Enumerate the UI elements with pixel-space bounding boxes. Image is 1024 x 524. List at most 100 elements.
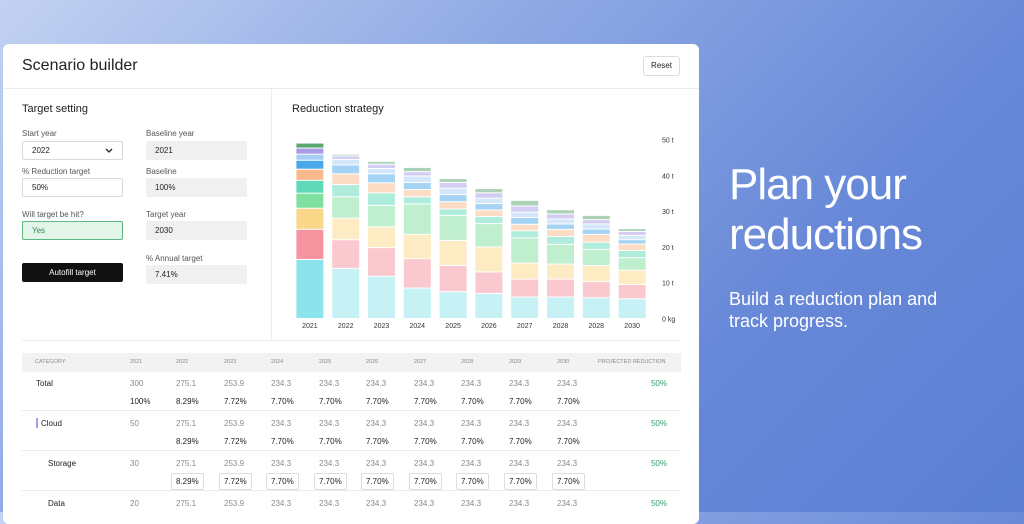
- column-header: 2025: [319, 359, 332, 365]
- column-header: PROJECTED REDUCTION: [598, 359, 666, 365]
- value-cell: 253.9: [224, 499, 245, 508]
- bar-segment: [439, 215, 467, 240]
- bar-segment: [439, 266, 467, 292]
- value-cell: 234.3: [509, 459, 530, 468]
- bar-segment: [439, 195, 467, 202]
- column-header: 2030: [557, 359, 570, 365]
- bar-segment: [296, 154, 324, 160]
- bar-segment: [547, 244, 574, 264]
- change-cell: 7.70%: [271, 397, 294, 406]
- value-cell: 234.3: [366, 419, 387, 428]
- bar-segment: [475, 216, 503, 224]
- bar-segment: [618, 232, 646, 235]
- change-cell: 7.70%: [319, 397, 342, 406]
- y-tick-label: 0 kg: [662, 317, 675, 324]
- bar-segment: [332, 268, 360, 318]
- bar-segment: [439, 209, 467, 215]
- value-cell: 234.3: [271, 419, 292, 428]
- value-cell: 234.3: [319, 459, 340, 468]
- change-cell: 7.72%: [224, 437, 247, 446]
- bar-segment: [368, 183, 395, 193]
- column-header: 2029: [509, 359, 522, 365]
- field-label: Target year: [146, 210, 187, 219]
- bar-segment: [511, 218, 539, 224]
- bar-segment: [475, 224, 503, 247]
- bar-segment: [582, 224, 610, 229]
- change-cell: 7.70%: [557, 437, 580, 446]
- bar-segment: [547, 219, 574, 224]
- field-label: Baseline: [146, 167, 177, 176]
- bar-segment: [618, 299, 646, 318]
- value-cell: 234.3: [271, 379, 292, 388]
- value-cell: 234.3: [319, 499, 340, 508]
- bar-segment: [403, 167, 431, 172]
- x-tick-label: 2023: [374, 323, 390, 330]
- autofill-button[interactable]: Autofill target: [22, 263, 123, 282]
- column-header: 2024: [271, 359, 284, 365]
- category-name: Storage: [48, 459, 77, 468]
- bar-segment: [475, 272, 503, 293]
- bar-segment: [511, 200, 539, 206]
- bar-segment: [403, 204, 431, 234]
- bar-segment: [439, 202, 467, 209]
- row-divider: [22, 450, 681, 451]
- change-cell: 7.70%: [366, 437, 389, 446]
- column-header: 2022: [176, 359, 189, 365]
- chevron: [105, 148, 113, 153]
- bar-segment: [368, 227, 395, 248]
- app-title: Scenario builder: [22, 57, 138, 74]
- bar-segment: [332, 165, 360, 174]
- x-tick-label: 2021: [302, 323, 318, 330]
- reset-button[interactable]: Reset: [643, 56, 680, 76]
- bar-segment: [547, 210, 574, 214]
- bar-segment: [475, 293, 503, 318]
- change-cell: 7.70%: [557, 397, 580, 406]
- bar-segment: [582, 242, 610, 249]
- field-label: Will target be hit?: [22, 210, 84, 219]
- bar-segment: [582, 234, 610, 242]
- bar-segment: [618, 229, 646, 232]
- bar-segment: [296, 259, 324, 318]
- bar-segment: [368, 248, 395, 276]
- field-label: % Annual target: [146, 254, 203, 263]
- change-cell: 7.70%: [266, 473, 299, 490]
- change-cell: 7.72%: [219, 473, 252, 490]
- field-value: 2022: [32, 146, 50, 155]
- readonly-field: 2021: [146, 141, 247, 160]
- value-cell: 234.3: [319, 379, 340, 388]
- bar-segment: [618, 235, 646, 240]
- value-cell: 275.1: [176, 419, 197, 428]
- bar-segment: [332, 174, 360, 185]
- bar-segment: [547, 224, 574, 229]
- bar-segment: [511, 279, 539, 297]
- bar-segment: [582, 249, 610, 266]
- bar-segment: [618, 250, 646, 258]
- table-header-bg: [22, 353, 681, 372]
- field-label: % Reduction target: [22, 167, 91, 176]
- bar-segment: [618, 270, 646, 284]
- change-cell: 7.72%: [224, 397, 247, 406]
- field-label: Baseline year: [146, 129, 195, 138]
- bar-segment: [368, 161, 395, 164]
- bar-segment: [439, 182, 467, 188]
- value-cell: 234.3: [509, 419, 530, 428]
- bar-segment: [582, 282, 610, 298]
- baseline-share: 100%: [130, 397, 151, 406]
- value-cell: 234.3: [461, 419, 482, 428]
- column-header: CATEGORY: [35, 359, 66, 365]
- bar-segment: [582, 266, 610, 282]
- bar-segment: [511, 212, 539, 218]
- change-cell: 7.70%: [456, 473, 489, 490]
- chart-title: Reduction strategy: [292, 103, 384, 115]
- dropdown[interactable]: 2022: [22, 141, 123, 160]
- bar-segment: [403, 190, 431, 197]
- bar-segment: [332, 160, 360, 165]
- bar-segment: [332, 154, 360, 156]
- value-cell: 234.3: [271, 459, 292, 468]
- bar-segment: [582, 215, 610, 220]
- category-name: Total: [36, 379, 53, 388]
- category-name: Cloud: [41, 419, 62, 428]
- bar-segment: [582, 220, 610, 224]
- input[interactable]: 50%: [22, 178, 123, 197]
- bar-segment: [439, 240, 467, 266]
